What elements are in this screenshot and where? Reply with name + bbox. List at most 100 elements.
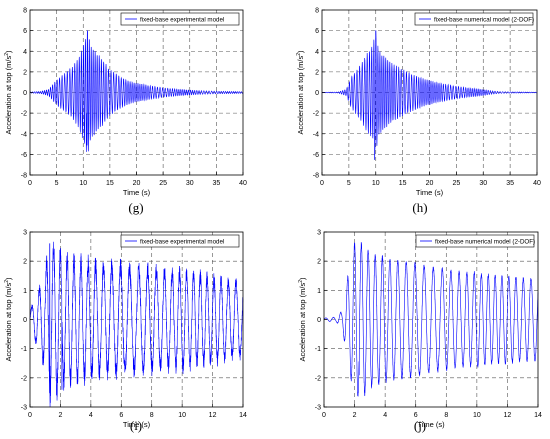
y-tick-label: 0 xyxy=(317,317,321,324)
legend-label: fixed-base experimental model xyxy=(140,238,224,245)
x-tick-label: 10 xyxy=(79,180,87,187)
y-tick-label: 8 xyxy=(315,8,319,15)
x-tick-label: 0 xyxy=(322,412,326,419)
y-tick-label: -6 xyxy=(313,152,319,159)
x-tick-label: 35 xyxy=(212,180,220,187)
panel-label-j: (j) xyxy=(413,418,427,433)
y-tick-label: 6 xyxy=(315,28,319,35)
y-tick-label: -3 xyxy=(21,405,27,412)
panel-label-h: (h) xyxy=(412,200,428,215)
y-tick-label: -4 xyxy=(313,131,319,138)
axis-ticks: 0 5 10 15 20 25 30 35 40 -8 -6 -4 -2 0 2 4 6 8 xyxy=(21,8,247,188)
series-line xyxy=(29,30,244,152)
y-tick-label: -2 xyxy=(313,111,319,118)
legend: fixed-base experimental model xyxy=(120,234,240,248)
series-line xyxy=(323,242,539,397)
y-tick-label: 2 xyxy=(23,259,27,266)
y-tick-label: -2 xyxy=(21,111,27,118)
legend-label: fixed-base numerical model (2-DOF) xyxy=(434,16,534,23)
x-tick-label: 10 xyxy=(372,180,380,187)
x-tick-label: 12 xyxy=(209,412,217,419)
x-tick-label: 30 xyxy=(479,180,487,187)
legend-label: fixed-base experimental model xyxy=(140,16,224,23)
x-tick-label: 20 xyxy=(426,180,434,187)
x-tick-label: 2 xyxy=(58,412,62,419)
y-tick-label: -3 xyxy=(315,405,321,412)
y-tick-label: -1 xyxy=(315,346,321,353)
y-tick-label: 2 xyxy=(23,69,27,76)
x-tick-label: 0 xyxy=(28,412,32,419)
x-tick-label: 0 xyxy=(28,180,32,187)
series-line xyxy=(321,30,538,160)
y-tick-label: 4 xyxy=(315,49,319,56)
panel-label-i: (i) xyxy=(129,418,143,433)
legend-box xyxy=(120,234,240,248)
y-axis-label: Acceleration at top (m/s2) xyxy=(296,50,305,135)
legend: fixed-base experimental model xyxy=(120,12,240,26)
legend-box xyxy=(120,12,240,26)
y-tick-label: -6 xyxy=(21,152,27,159)
x-tick-label: 15 xyxy=(106,180,114,187)
x-axis-label: Time (s) xyxy=(416,188,444,197)
y-tick-label: 2 xyxy=(315,69,319,76)
x-tick-label: 14 xyxy=(239,412,247,419)
x-tick-label: 20 xyxy=(133,180,141,187)
panel-label-g: (g) xyxy=(128,200,144,215)
x-tick-label: 14 xyxy=(534,412,542,419)
legend: fixed-base numerical model (2-DOF) xyxy=(415,234,535,248)
axis-ticks: 0 5 10 15 20 25 30 35 40 -8 -6 -4 -2 0 2 4 6 8 xyxy=(313,8,541,188)
y-tick-label: 2 xyxy=(317,259,321,266)
y-tick-label: 3 xyxy=(23,230,27,237)
y-tick-label: 8 xyxy=(23,8,27,15)
x-tick-label: 25 xyxy=(452,180,460,187)
x-tick-label: 40 xyxy=(533,180,541,187)
y-tick-label: 6 xyxy=(23,28,27,35)
legend-label: fixed-base numerical model (2-DOF) xyxy=(435,238,535,245)
y-tick-label: -8 xyxy=(313,173,319,180)
legend-box xyxy=(415,234,535,248)
y-tick-label: 3 xyxy=(317,230,321,237)
x-tick-label: 6 xyxy=(414,412,418,419)
legend: fixed-base numerical model (2-DOF) xyxy=(414,12,534,26)
y-tick-label: 0 xyxy=(23,90,27,97)
x-tick-label: 10 xyxy=(473,412,481,419)
x-tick-label: 25 xyxy=(159,180,167,187)
x-tick-label: 15 xyxy=(399,180,407,187)
x-axis-label: Time (s) xyxy=(123,188,151,197)
x-tick-label: 6 xyxy=(119,412,123,419)
y-tick-label: -2 xyxy=(21,375,27,382)
x-tick-label: 5 xyxy=(347,180,351,187)
y-axis-label: Acceleration at top (m/s2) xyxy=(4,277,13,362)
y-tick-label: 0 xyxy=(23,317,27,324)
x-tick-label: 5 xyxy=(55,180,59,187)
y-axis-label: Acceleration at top (m/s2) xyxy=(4,50,13,135)
y-tick-label: -8 xyxy=(21,173,27,180)
x-tick-label: 4 xyxy=(89,412,93,419)
chart-panel-g: 0 5 10 15 20 25 30 35 40 -8 -6 -4 -2 0 2 4 6 8 Time (s) Acc… xyxy=(4,8,247,198)
y-tick-label: -1 xyxy=(21,346,27,353)
series-line xyxy=(29,241,244,407)
x-tick-label: 12 xyxy=(504,412,512,419)
x-tick-label: 2 xyxy=(353,412,357,419)
y-tick-label: 1 xyxy=(317,288,321,295)
y-tick-label: -2 xyxy=(315,375,321,382)
x-axis-label: Time (s) xyxy=(123,420,151,429)
x-tick-label: 8 xyxy=(444,412,448,419)
legend-box xyxy=(414,12,534,26)
x-tick-label: 30 xyxy=(186,180,194,187)
x-tick-label: 35 xyxy=(506,180,514,187)
y-tick-label: -4 xyxy=(21,131,27,138)
x-axis-label: Time (s) xyxy=(417,420,445,429)
y-tick-label: 4 xyxy=(23,49,27,56)
x-tick-label: 40 xyxy=(239,180,247,187)
x-tick-label: 10 xyxy=(178,412,186,419)
chart-panel-h: 0 5 10 15 20 25 30 35 40 -8 -6 -4 -2 0 2 4 6 8 Time (s) Acc… xyxy=(296,8,541,198)
y-tick-label: 0 xyxy=(315,90,319,97)
y-axis-label: Acceleration at top (m/s2) xyxy=(298,277,307,362)
y-tick-label: 1 xyxy=(23,288,27,295)
